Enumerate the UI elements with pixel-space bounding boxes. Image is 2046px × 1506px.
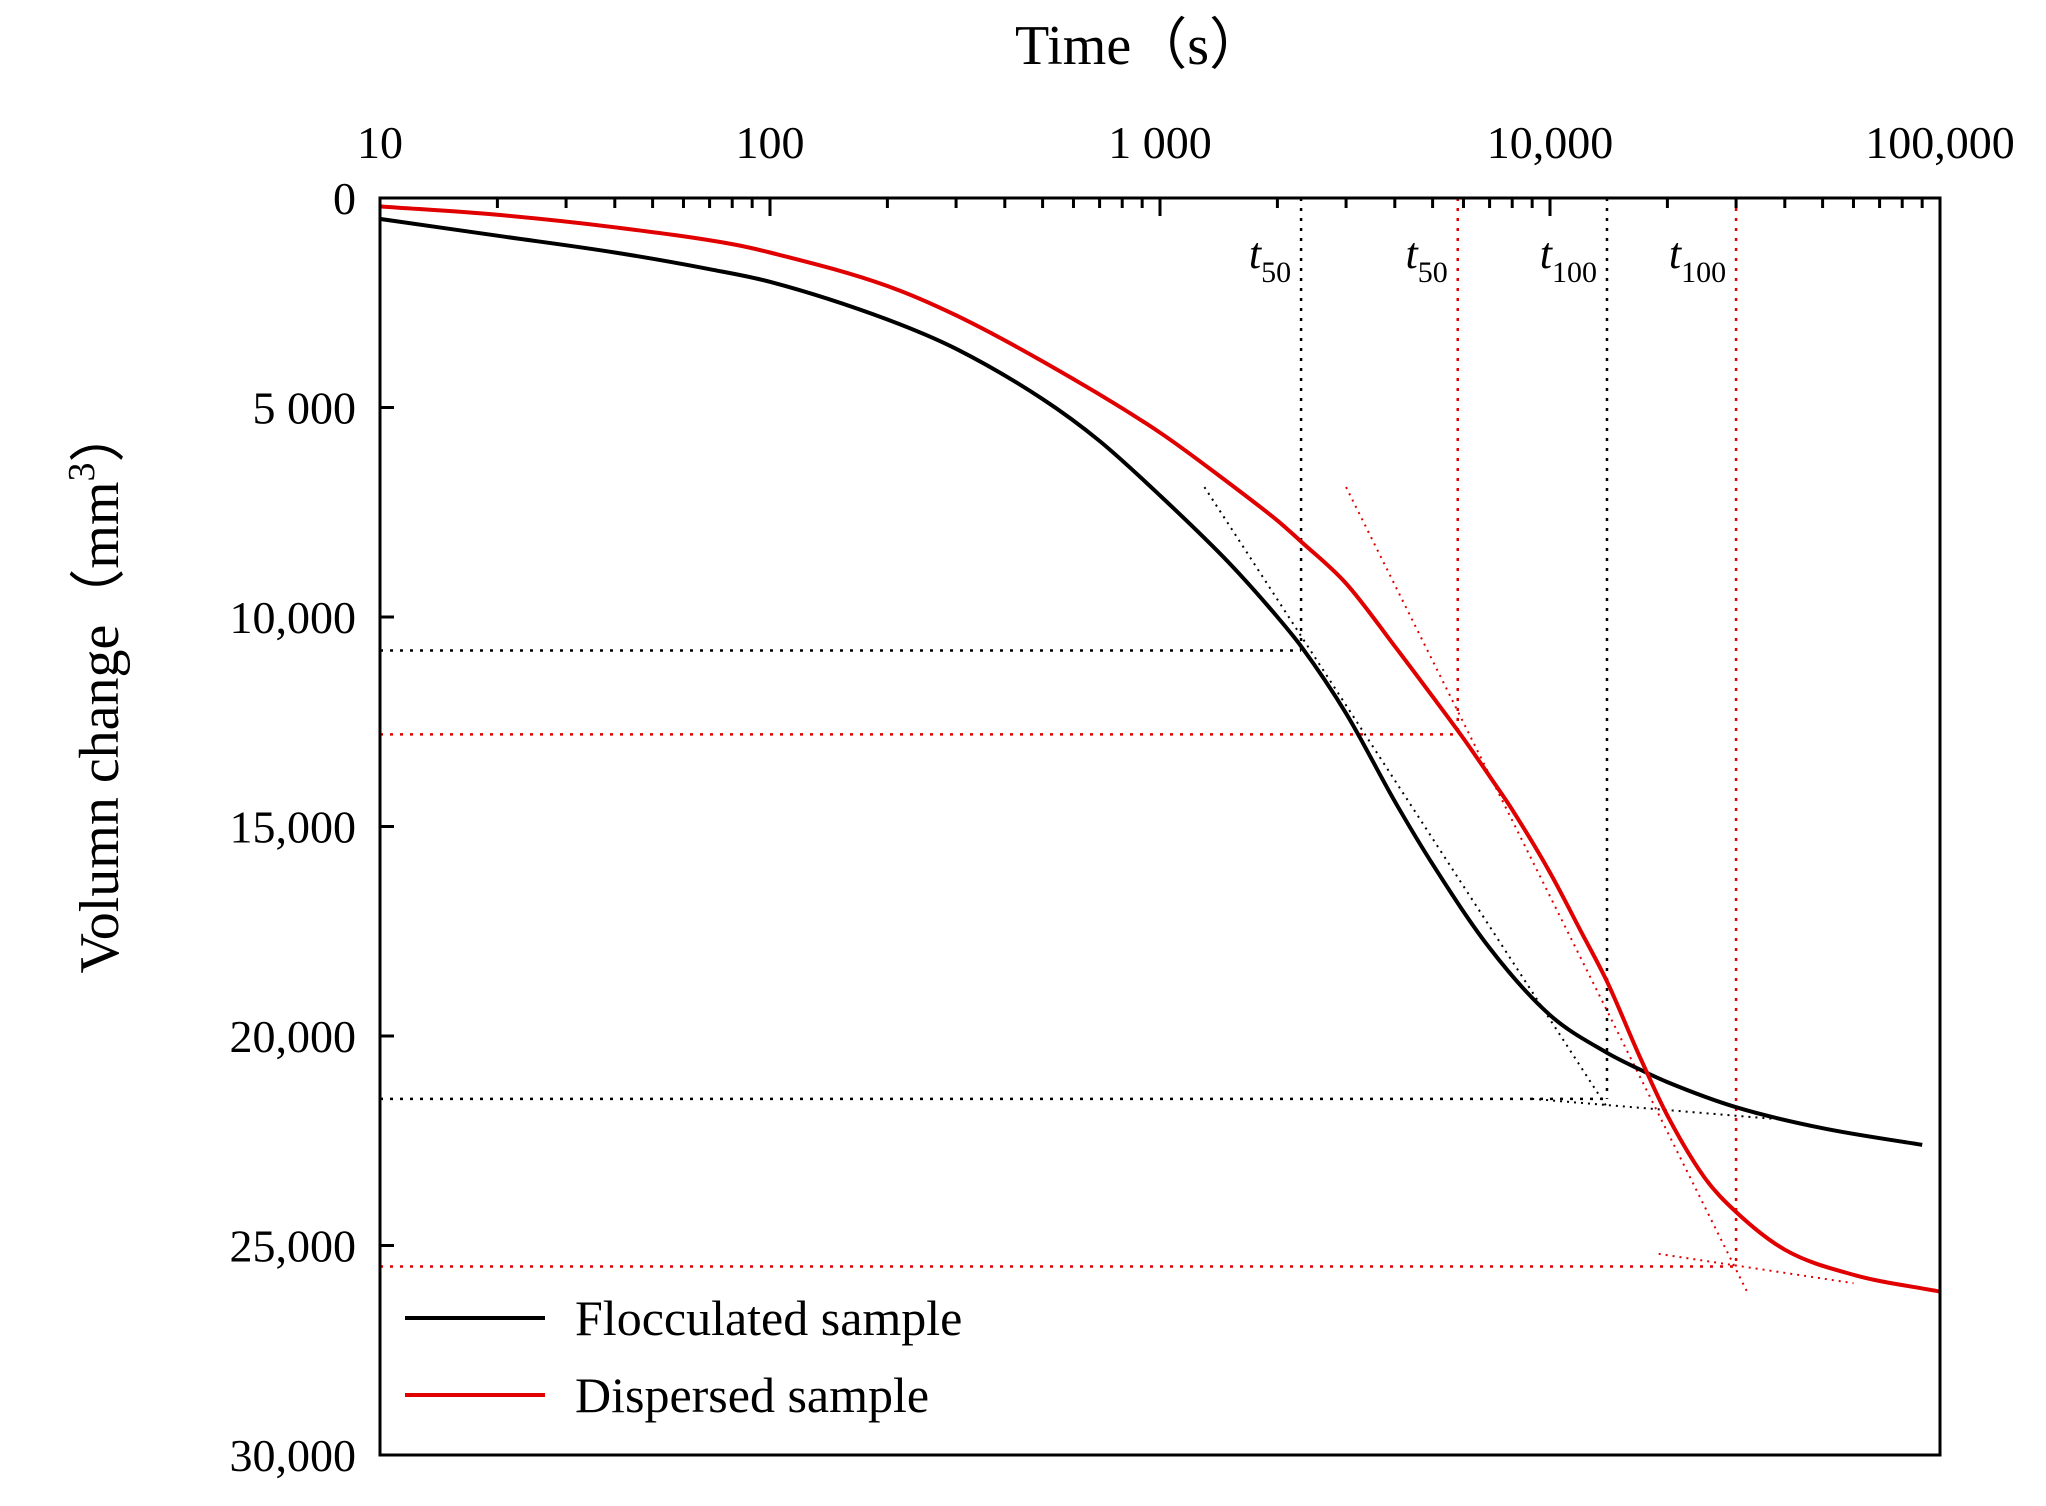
tangent-line — [1345, 486, 1748, 1293]
annotation-symbol: t — [1249, 229, 1263, 278]
annotations: t50 t50 t100 t100 — [1249, 229, 1726, 289]
x-ticks: 10 100 1 000 10,000 100,000 — [357, 117, 2015, 216]
annotation-label: t50 — [1406, 229, 1448, 289]
legend-label-flocculated: Flocculated sample — [575, 1290, 962, 1346]
annotation-symbol: t — [1406, 229, 1420, 278]
y-tick-label: 20,000 — [230, 1011, 357, 1062]
x-tick-label: 1 000 — [1108, 117, 1212, 168]
x-tick-label: 10,000 — [1487, 117, 1614, 168]
x-tick-label: 100 — [736, 117, 805, 168]
y-ticks: 0 5 000 10,000 15,000 20,000 25,000 30,000 — [230, 173, 394, 1481]
annotation-subscript: 100 — [1681, 256, 1726, 289]
annotation-subscript: 100 — [1552, 256, 1597, 289]
y-axis-title: Volumn change（mm3） — [61, 406, 131, 973]
legend: Flocculated sample Dispersed sample — [405, 1290, 962, 1423]
tangent-line — [1658, 1252, 1854, 1285]
y-tick-label: 10,000 — [230, 592, 357, 643]
y-axis-title-sup: 3 — [61, 462, 103, 481]
y-tick-label: 30,000 — [230, 1430, 357, 1481]
y-tick-label: 25,000 — [230, 1221, 357, 1272]
annotation-label: t100 — [1540, 229, 1597, 289]
annotation-subscript: 50 — [1261, 256, 1291, 289]
y-tick-label: 15,000 — [230, 802, 357, 853]
reference-lines — [380, 198, 1738, 1268]
annotation-subscript: 50 — [1418, 256, 1448, 289]
x-axis-title: Time（s） — [1015, 15, 1265, 77]
series-line-dispersed — [379, 204, 1941, 1294]
series-lines — [379, 204, 1941, 1294]
tangent-line — [1532, 1097, 1785, 1121]
y-axis-title-close: ） — [69, 406, 131, 462]
annotation-label: t50 — [1249, 229, 1291, 289]
x-tick-label: 100,000 — [1865, 117, 2015, 168]
y-axis-title-main: Volumn change（mm — [69, 481, 131, 973]
series-line-flocculated — [379, 216, 1923, 1147]
y-tick-label: 0 — [333, 173, 356, 224]
x-tick-label: 10 — [357, 117, 403, 168]
tangent-lines — [1203, 486, 1854, 1293]
annotation-label: t100 — [1669, 229, 1726, 289]
y-tick-label: 5 000 — [253, 383, 357, 434]
annotation-symbol: t — [1669, 229, 1683, 278]
annotation-symbol: t — [1540, 229, 1554, 278]
legend-label-dispersed: Dispersed sample — [575, 1367, 929, 1423]
